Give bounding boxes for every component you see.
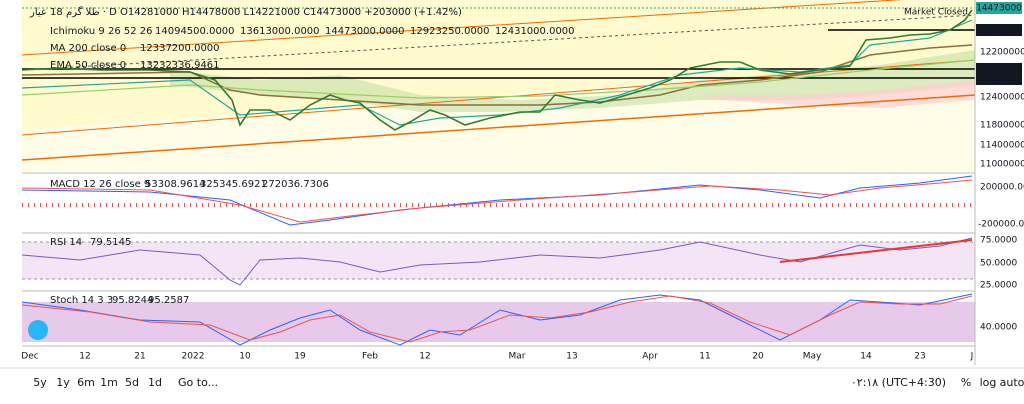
time-tick: Mar: [509, 352, 526, 362]
goto-button[interactable]: Go to...: [178, 376, 218, 389]
price-tag-label: 14473000: [976, 4, 1022, 14]
scale-option[interactable]: log: [980, 376, 997, 389]
price-tag-label: 12905236: [976, 75, 1022, 85]
price-tag-label: 13959920: [976, 26, 1022, 36]
price-tick: 12200000: [980, 48, 1024, 58]
rsi-tick: 75.0000: [980, 236, 1017, 246]
range-button[interactable]: 5d: [125, 376, 139, 389]
range-button[interactable]: 5y: [33, 376, 47, 389]
price-tag: [976, 24, 1022, 36]
tenkan-line: [21, 19, 973, 126]
time-tick: 20: [752, 352, 764, 362]
time-tick: J: [970, 352, 974, 362]
indicator-value: 53308.9614: [145, 179, 205, 190]
indicator-value: 272036.7306: [262, 179, 329, 190]
rsi-tick: 25.0000: [980, 281, 1017, 291]
time-tick: 21: [134, 352, 145, 362]
price-line: [21, 9, 973, 131]
price-tick: 11800000: [980, 121, 1024, 131]
time-tick: 2022: [182, 352, 205, 362]
indicator-value: 14094500.0000: [155, 26, 235, 37]
d-line: [21, 295, 973, 343]
indicator-value: 325345.6921: [200, 179, 267, 190]
timezone[interactable]: ۰۲:۱۸ (UTC+4:30): [851, 376, 946, 389]
trend-line: [21, 0, 904, 56]
macd-tick: 200000.0000: [980, 183, 1024, 193]
indicator-value: 12923250.0000: [410, 26, 490, 37]
ohlc: O14281000 H14478000 L14221000 C14473000 …: [120, 7, 462, 18]
indicator-value: 13613000.0000: [240, 26, 320, 37]
indicator-value: 95.2587: [148, 295, 189, 306]
time-tick: Apr: [642, 352, 658, 362]
indicator-value: 14473000.0000: [325, 26, 405, 37]
rsi-band: [22, 242, 975, 279]
trend-line: [779, 239, 973, 263]
time-tick: 23: [914, 352, 925, 362]
rsi-pane: [21, 237, 975, 286]
range-button[interactable]: 1y: [56, 376, 70, 389]
symbol: طلا گرم 18 عیار · D: [29, 6, 117, 18]
time-tick: Dec: [21, 352, 38, 362]
indicator-name: MA 200 close 0: [50, 43, 126, 54]
macd-tick: -200000.0000: [978, 220, 1024, 230]
time-tick: 10: [239, 352, 251, 362]
signal-line: [21, 179, 973, 223]
time-tick: 13: [566, 352, 577, 362]
indicator-name: Stoch 14 3 3: [50, 295, 113, 306]
ema-line: [21, 59, 976, 99]
price-tick: 11000000: [980, 160, 1024, 170]
scale-option[interactable]: %: [961, 376, 971, 389]
price-tag-label: 13004848: [976, 64, 1022, 74]
rsi-line: [21, 237, 973, 286]
time-tick: Feb: [362, 352, 378, 362]
indicator-value: 12431000.0000: [495, 26, 575, 37]
channel: [22, 0, 975, 130]
price-tag: [976, 2, 1022, 14]
range-button[interactable]: 1m: [100, 376, 118, 389]
price-tick: 12400000: [980, 93, 1024, 103]
time-tick: 11: [699, 352, 710, 362]
indicator-name: RSI 14: [50, 237, 82, 248]
time-tick: May: [803, 352, 822, 362]
price-tag: [976, 63, 1022, 74]
indicator-value: 79.5145: [90, 237, 131, 248]
stoch-tick: 40.0000: [980, 323, 1017, 333]
price-tag: [976, 74, 1022, 85]
indicator-value: 95.8244: [112, 295, 153, 306]
rsi-tick: 50.0000: [980, 259, 1017, 269]
indicator-value: 13232336.9461: [140, 60, 220, 71]
indicator-name: Ichimoku 9 26 52 26: [50, 26, 153, 37]
price-tick: 11400000: [980, 141, 1024, 151]
time-axis: Dec 12 21 2022 10 19 Feb 12 Mar 13 Apr 11 20 May 14 23 J: [21, 352, 973, 362]
indicator-name: MACD 12 26 close 9: [50, 179, 150, 190]
stoch-pane: [21, 293, 975, 346]
time-tick: 19: [294, 352, 306, 362]
stoch-band: [22, 302, 975, 342]
range-button[interactable]: 6m: [77, 376, 95, 389]
scale-option[interactable]: auto: [1000, 376, 1024, 389]
indicator-name: EMA 50 close 0: [50, 60, 126, 71]
market-status: Market Closed: [904, 8, 968, 18]
time-tick: 14: [860, 352, 872, 362]
icon[interactable]: [28, 320, 48, 340]
range-button[interactable]: 1d: [148, 376, 162, 389]
time-tick: 12: [79, 352, 90, 362]
indicator-value: 12337200.0000: [140, 43, 220, 54]
toolbar: Go to... ۰۲:۱۸ (UTC+4:30) 5y 1y 6m 1m 5d 1d% l…: [33, 376, 1024, 389]
time-tick: 12: [419, 352, 430, 362]
cloud-red: [700, 80, 975, 108]
trend-line: [21, 94, 976, 161]
main-pane: [21, 0, 976, 172]
macd-pane: [21, 175, 975, 226]
